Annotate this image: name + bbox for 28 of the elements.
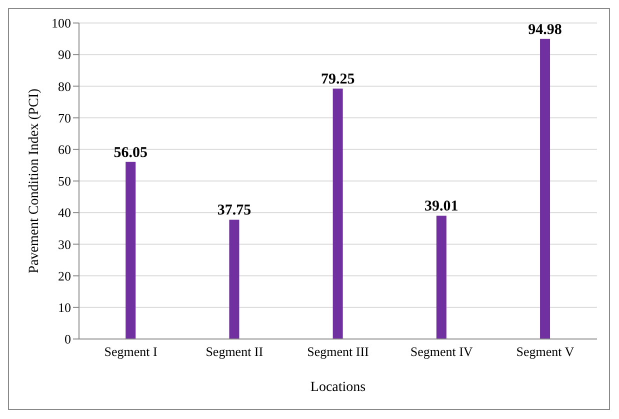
bar xyxy=(229,220,240,339)
data-label: 37.75 xyxy=(217,202,252,219)
bar xyxy=(126,162,136,339)
bar xyxy=(332,88,343,339)
y-axis-title: Pavement Condition Index (PCI) xyxy=(26,88,42,274)
y-tick-label: 40 xyxy=(58,205,71,220)
x-tick-label: Segment IV xyxy=(410,344,474,360)
y-tick-label: 30 xyxy=(58,236,71,252)
y-tick-label: 70 xyxy=(58,110,71,126)
y-tick-label: 50 xyxy=(58,174,71,189)
y-tick-label: 100 xyxy=(52,16,71,31)
y-tick-label: 20 xyxy=(58,268,71,284)
data-label: 56.05 xyxy=(114,144,148,161)
x-tick-label: Segment V xyxy=(516,344,575,360)
y-tick-label: 60 xyxy=(58,142,71,158)
data-label: 94.98 xyxy=(528,22,562,38)
y-tick-label: 10 xyxy=(58,300,71,316)
bar xyxy=(436,216,446,339)
bar xyxy=(540,38,550,339)
data-label: 39.01 xyxy=(424,198,458,215)
x-tick-label: Segment I xyxy=(104,344,158,360)
y-tick-label: 90 xyxy=(58,47,71,62)
y-tick-label: 80 xyxy=(58,78,71,94)
x-tick-label: Segment II xyxy=(206,344,264,360)
x-tick-label: Segment III xyxy=(307,344,369,360)
x-axis-title: Locations xyxy=(310,380,366,395)
data-label: 79.25 xyxy=(320,72,355,88)
y-tick-label: 0 xyxy=(64,332,71,347)
